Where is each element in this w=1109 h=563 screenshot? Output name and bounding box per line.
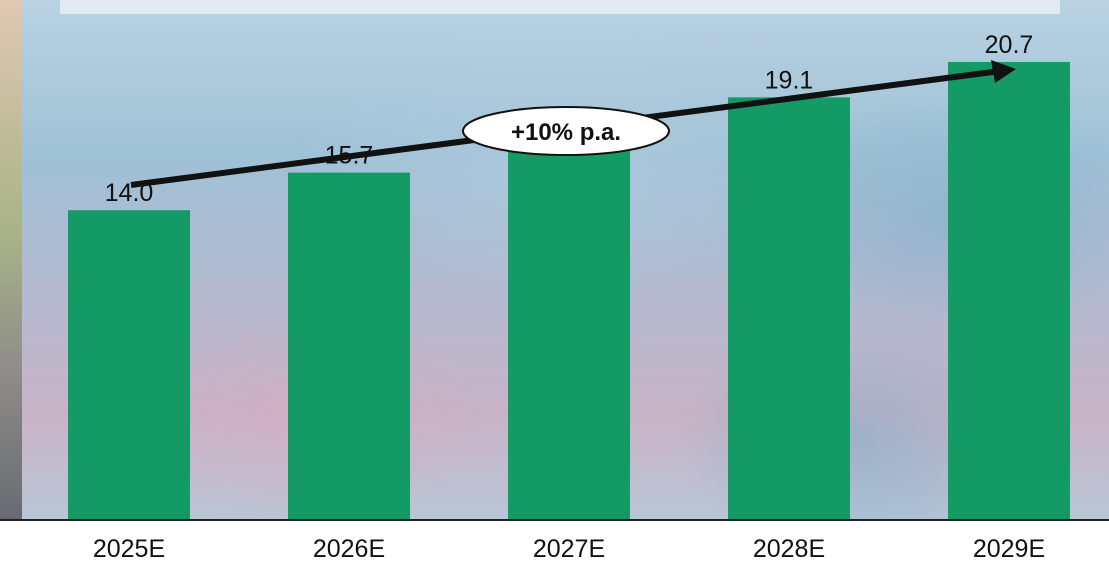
- x-tick-label-2027E: 2027E: [533, 535, 605, 563]
- value-label-2029E: 20.7: [985, 31, 1034, 59]
- x-tick-label-2029E: 2029E: [973, 535, 1045, 563]
- bar-2026E: [288, 172, 410, 520]
- cagr-label: +10% p.a.: [511, 119, 621, 146]
- x-tick-label-2028E: 2028E: [753, 535, 825, 563]
- x-tick-label-2026E: 2026E: [313, 535, 385, 563]
- bar-2029E: [948, 61, 1070, 520]
- trend-arrow-head: [991, 60, 1016, 83]
- bar-2025E: [68, 210, 190, 520]
- x-tick-label-2025E: 2025E: [93, 535, 165, 563]
- bar-2027E: [508, 134, 630, 520]
- value-label-2028E: 19.1: [765, 66, 814, 94]
- cagr-annotation: +10% p.a.: [130, 60, 1016, 188]
- background-top-band: [60, 0, 1060, 14]
- x-tick-labels-group: 2025E 2026E 2027E 2028E 2029E: [93, 535, 1045, 563]
- cagr-ellipse: [462, 106, 670, 156]
- bar-2028E: [728, 97, 850, 521]
- background-edge: [0, 0, 22, 520]
- bars-group: [68, 61, 1070, 521]
